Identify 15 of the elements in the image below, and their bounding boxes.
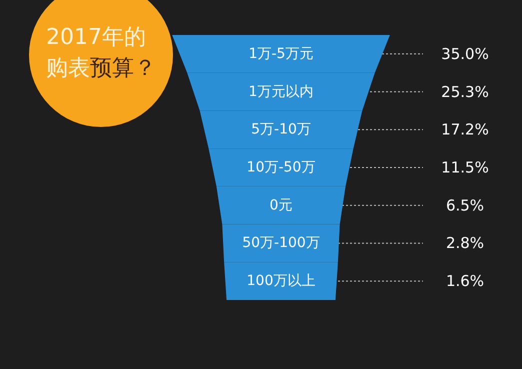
data-label: 11.5%: [441, 158, 489, 176]
category-label: 0元: [270, 197, 292, 214]
category-label: 1万元以内: [248, 84, 314, 100]
category-label: 5万-10万: [251, 122, 311, 138]
text: 2017年的购表预算？: [46, 25, 156, 81]
data-label: 35.0%: [441, 44, 489, 63]
data-label: 6.5%: [446, 196, 484, 214]
category-label: 50万-100万: [242, 235, 320, 252]
category-label: 100万以上: [246, 273, 316, 290]
data-label: 2.8%: [446, 234, 484, 252]
data-label: 25.3%: [441, 82, 489, 101]
category-label: 1万-5万元: [248, 46, 314, 62]
data-label: 17.2%: [441, 120, 489, 139]
category-label: 10万-50万: [246, 160, 316, 176]
data-label: 1.6%: [446, 272, 484, 290]
